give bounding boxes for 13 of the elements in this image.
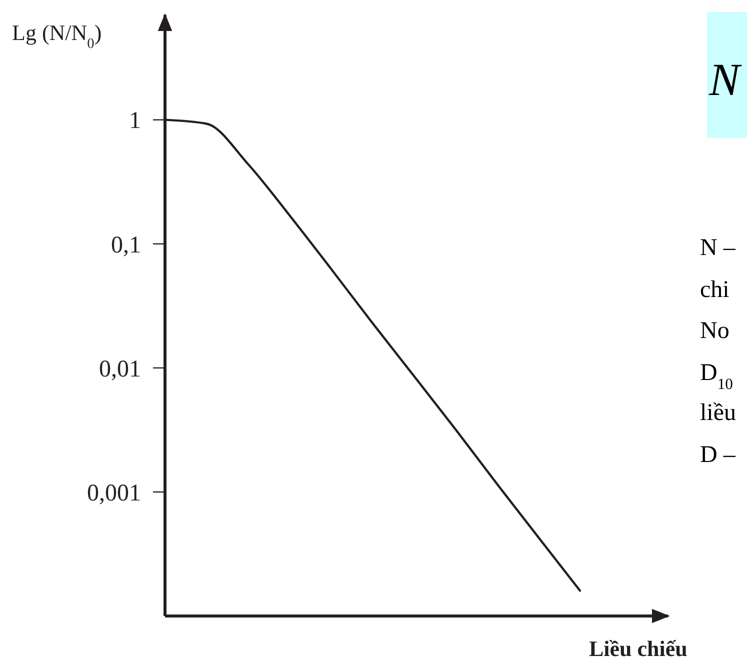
x-axis-title: Liều chiếu	[589, 636, 688, 661]
y-tick-label: 1	[129, 108, 141, 134]
y-tick-label: 0,1	[111, 232, 141, 258]
text: D –	[700, 442, 736, 468]
text: No	[700, 318, 730, 344]
text: liều	[700, 400, 736, 426]
text: N	[708, 54, 742, 105]
text: D$_{10}$	[700, 360, 734, 392]
y-tick-label: 0,001	[87, 480, 141, 506]
text: chi	[700, 277, 730, 303]
text: N –	[700, 235, 736, 261]
y-tick-label: 0,01	[99, 356, 141, 382]
y-axis-title: Lg (N/N$_{0}$)	[12, 20, 102, 52]
